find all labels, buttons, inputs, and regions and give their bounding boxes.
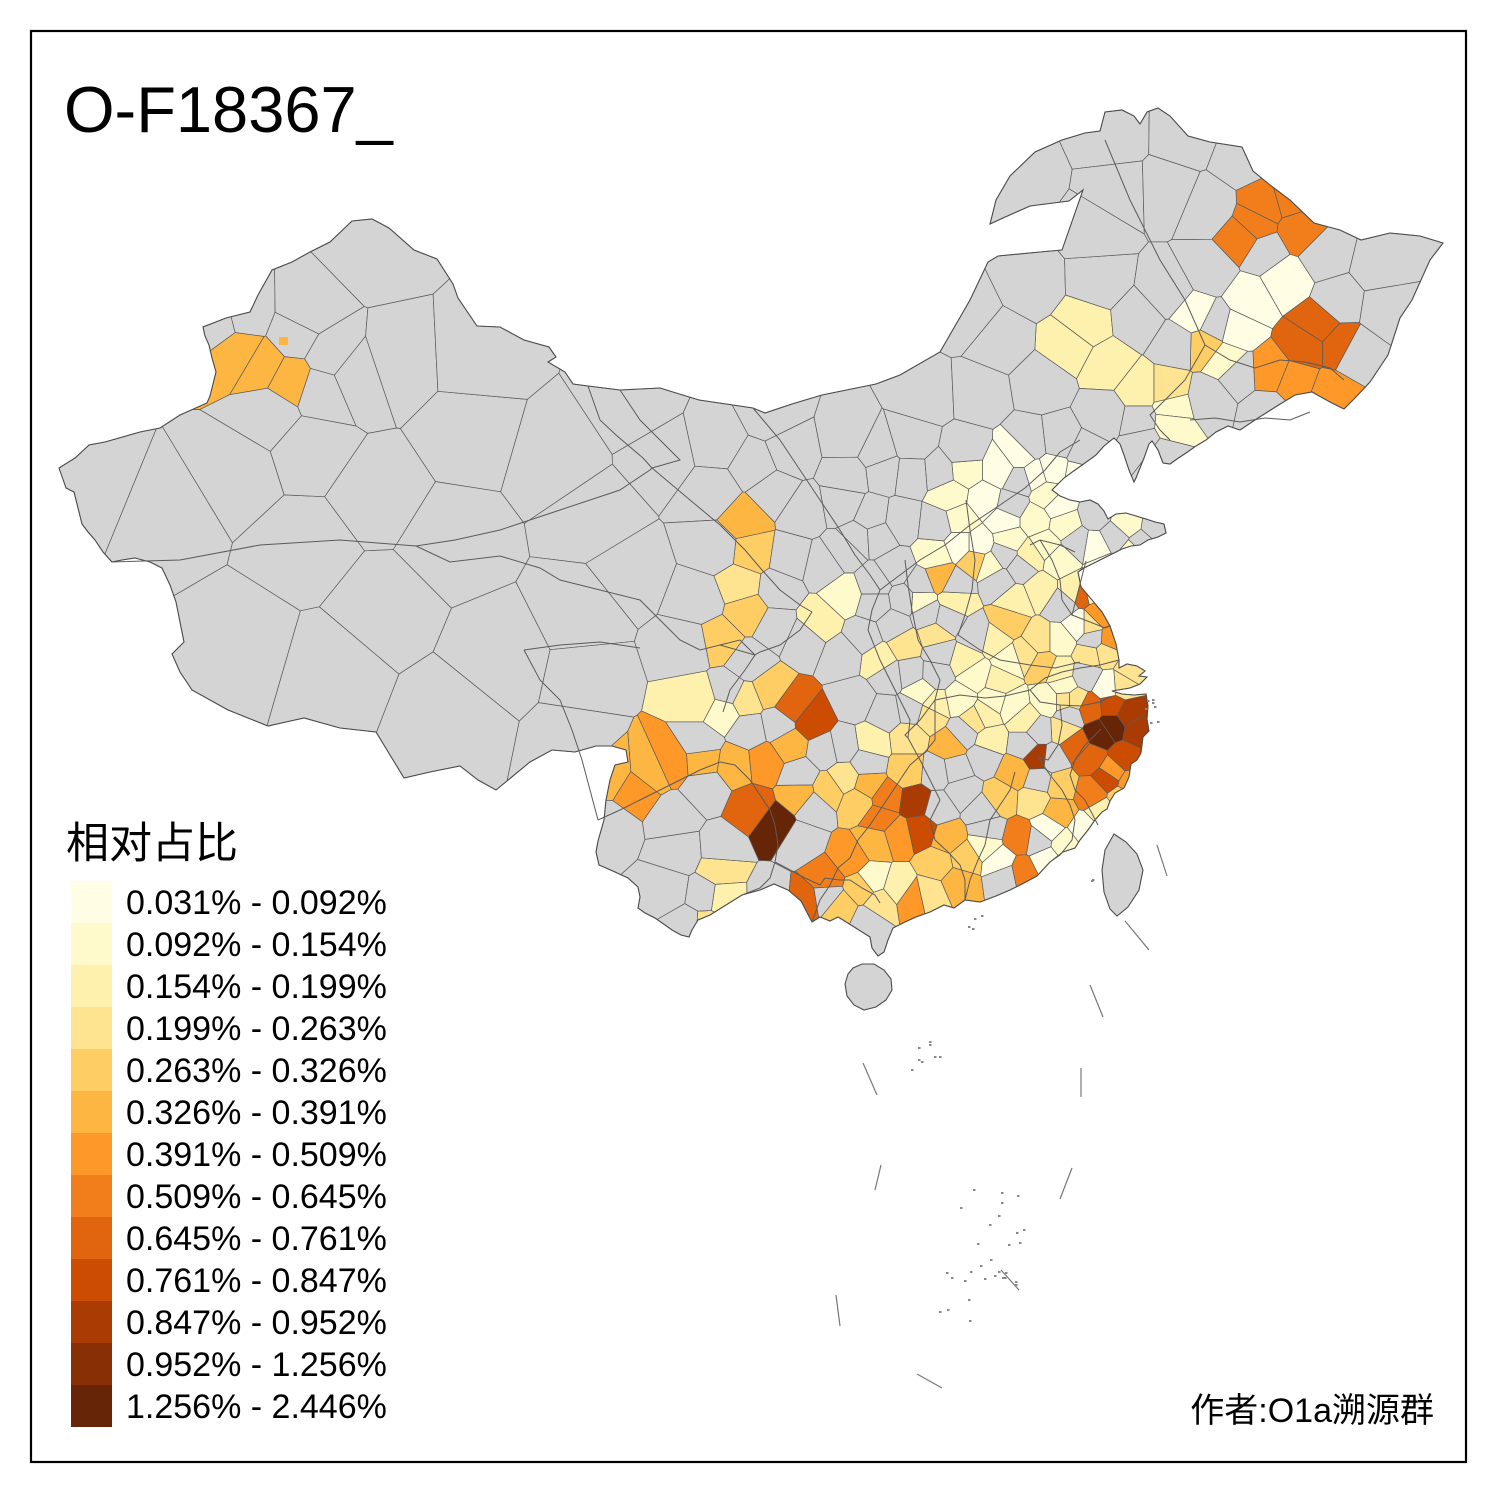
svg-text:0.847% - 0.952%: 0.847% - 0.952% — [126, 1304, 387, 1342]
svg-text:0.952% - 1.256%: 0.952% - 1.256% — [126, 1346, 387, 1384]
svg-text:O-F18367_: O-F18367_ — [64, 73, 394, 146]
svg-text:0.391% - 0.509%: 0.391% - 0.509% — [126, 1136, 387, 1174]
svg-text:0.031% - 0.092%: 0.031% - 0.092% — [126, 884, 387, 922]
svg-text:相对占比: 相对占比 — [66, 820, 238, 868]
svg-text:0.645% - 0.761%: 0.645% - 0.761% — [126, 1220, 387, 1258]
svg-text:0.154% - 0.199%: 0.154% - 0.199% — [126, 968, 387, 1006]
svg-text:0.199% - 0.263%: 0.199% - 0.263% — [126, 1010, 387, 1048]
svg-text:1.256% - 2.446%: 1.256% - 2.446% — [126, 1388, 387, 1426]
svg-text:0.326% - 0.391%: 0.326% - 0.391% — [126, 1094, 387, 1132]
svg-text:0.092% - 0.154%: 0.092% - 0.154% — [126, 926, 387, 964]
svg-text:0.263% - 0.326%: 0.263% - 0.326% — [126, 1052, 387, 1090]
svg-text:作者:O1a溯源群: 作者:O1a溯源群 — [1190, 1392, 1434, 1430]
svg-text:0.761% - 0.847%: 0.761% - 0.847% — [126, 1262, 387, 1300]
svg-text:0.509% - 0.645%: 0.509% - 0.645% — [126, 1178, 387, 1216]
